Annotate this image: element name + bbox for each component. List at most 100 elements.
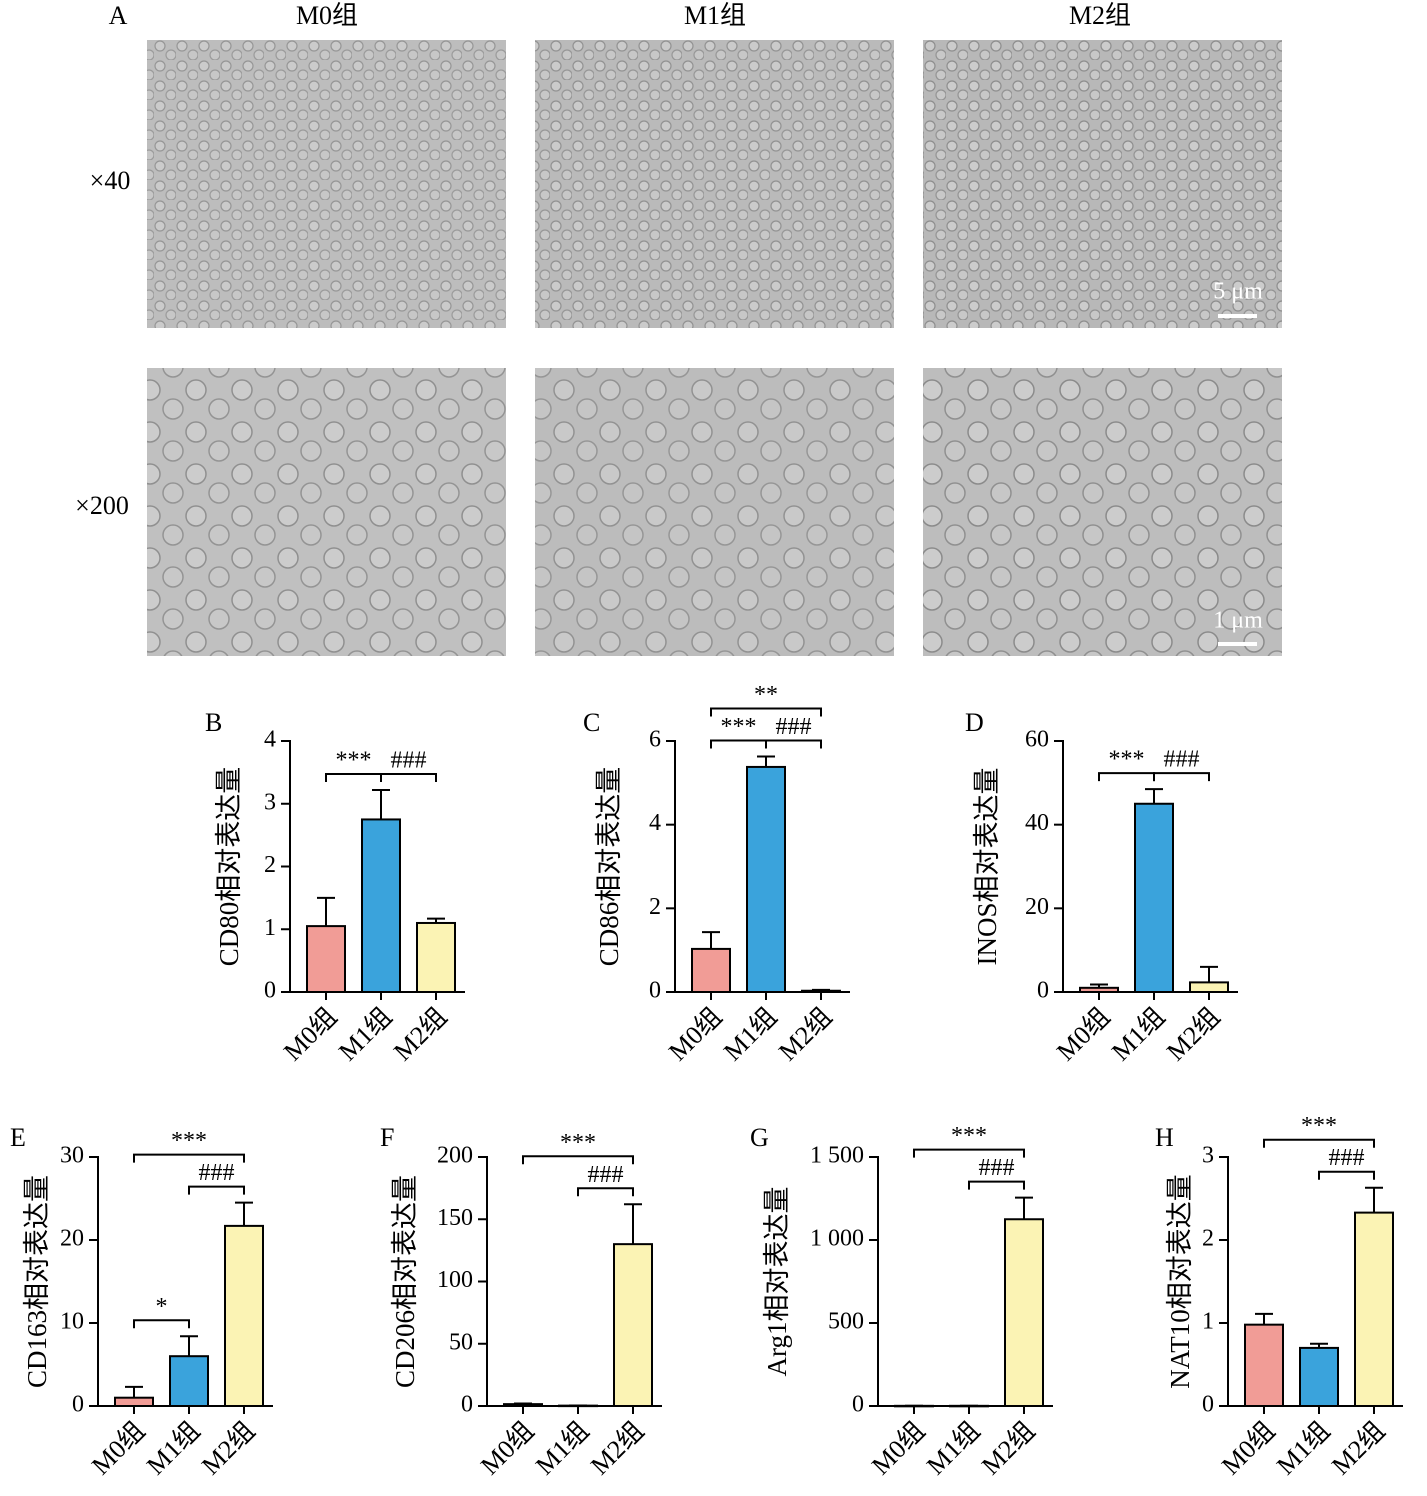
error-bar (514, 1402, 532, 1405)
y-tick-label: 3 (264, 789, 276, 815)
x-tick-label: M0组 (1216, 1416, 1280, 1480)
significance-bracket (133, 1153, 245, 1163)
y-axis-label: CD206相对表达量 (390, 1175, 420, 1388)
y-tick-label: 4 (264, 727, 276, 753)
x-tick-label: M1组 (141, 1416, 205, 1480)
significance-bracket (325, 772, 382, 782)
y-tick-label: 4 (649, 810, 661, 836)
y-tick-label: 100 (437, 1267, 473, 1293)
panel-label: C (583, 708, 600, 737)
significance-label: ### (588, 1162, 624, 1188)
x-tick-label: M0组 (1051, 1002, 1115, 1066)
significance-bracket (133, 1319, 190, 1329)
y-tick-label: 0 (1037, 978, 1049, 1004)
error-bar (372, 788, 390, 820)
significance-bracket (710, 739, 767, 749)
error-bar (317, 896, 335, 927)
panel-label: A (109, 1, 128, 30)
significance-label: *** (336, 747, 372, 773)
error-bar (1090, 983, 1108, 988)
y-tick-label: 20 (60, 1226, 84, 1252)
bar (1244, 1323, 1284, 1408)
y-tick-label: 10 (60, 1309, 84, 1335)
panel-label: F (380, 1123, 394, 1152)
bar (691, 947, 731, 994)
x-tick-label: M1组 (333, 1002, 397, 1066)
y-tick-label: 0 (649, 978, 661, 1004)
significance-bracket (188, 1185, 245, 1195)
error-bar (1200, 965, 1218, 983)
y-tick-label: 0 (72, 1392, 84, 1418)
error-bar (1015, 1196, 1033, 1220)
significance-label: ### (1329, 1145, 1365, 1171)
bar (746, 765, 786, 993)
significance-bracket (913, 1148, 1025, 1158)
significance-label: *** (171, 1128, 207, 1154)
significance-label: * (156, 1294, 168, 1320)
micrograph-texture (923, 368, 1282, 656)
micrograph-texture (923, 40, 1282, 328)
x-tick-label: M1组 (718, 1002, 782, 1066)
error-bar (702, 931, 720, 949)
significance-label: ### (776, 714, 812, 740)
significance-bracket (522, 1155, 634, 1165)
row-header: ×200 (75, 491, 129, 520)
y-tick-label: 30 (60, 1143, 84, 1169)
significance-label: ** (754, 682, 778, 708)
error-bar (427, 917, 445, 923)
y-tick-label: 0 (852, 1392, 864, 1418)
x-tick-label: M1组 (530, 1416, 594, 1480)
y-tick-label: 0 (264, 978, 276, 1004)
significance-bracket (380, 772, 437, 782)
x-tick-label: M0组 (866, 1416, 930, 1480)
y-axis-label: Arg1相对表达量 (762, 1186, 792, 1376)
bar (416, 921, 456, 993)
bar (306, 925, 346, 993)
bar (169, 1355, 209, 1407)
y-tick-label: 1 500 (810, 1143, 864, 1169)
row-header: ×40 (90, 166, 131, 195)
panel-label: E (10, 1123, 26, 1152)
x-tick-label: M0组 (475, 1416, 539, 1480)
x-tick-label: M2组 (1326, 1416, 1390, 1480)
bar (1354, 1211, 1394, 1407)
significance-bracket (1263, 1138, 1375, 1148)
significance-label: ### (391, 747, 427, 773)
error-bar (1365, 1186, 1383, 1213)
scale-bar-label: 5 μm (1213, 279, 1263, 305)
column-header: M0组 (296, 1, 358, 30)
y-tick-label: 20 (1025, 894, 1049, 920)
x-tick-label: M2组 (388, 1002, 452, 1066)
y-tick-label: 0 (1202, 1392, 1214, 1418)
error-bar (812, 988, 830, 991)
error-bar (1310, 1342, 1328, 1348)
scale-bar-label: 1 μm (1213, 608, 1263, 634)
y-axis-label: INOS相对表达量 (972, 767, 1002, 965)
bar (1299, 1346, 1339, 1408)
x-tick-label: M0组 (278, 1002, 342, 1066)
significance-label: *** (721, 714, 757, 740)
bar (1189, 981, 1229, 994)
bar (114, 1396, 154, 1407)
x-tick-label: M1组 (1271, 1416, 1335, 1480)
significance-label: *** (1301, 1113, 1337, 1139)
significance-bracket (1098, 772, 1155, 782)
y-tick-label: 60 (1025, 727, 1049, 753)
y-tick-label: 6 (649, 727, 661, 753)
y-axis-label: CD80相对表达量 (214, 767, 244, 967)
column-header: M1组 (684, 1, 746, 30)
bar (1134, 802, 1174, 993)
x-tick-label: M0组 (663, 1002, 727, 1066)
y-tick-label: 0 (461, 1392, 473, 1418)
error-bar (1145, 788, 1163, 804)
x-tick-label: M1组 (921, 1416, 985, 1480)
y-tick-label: 150 (437, 1205, 473, 1231)
significance-bracket (1318, 1170, 1375, 1180)
significance-label: *** (1109, 747, 1145, 773)
significance-bracket (577, 1187, 634, 1197)
significance-bracket (765, 739, 822, 749)
y-tick-label: 40 (1025, 810, 1049, 836)
error-bar (125, 1385, 143, 1398)
error-bar (235, 1201, 253, 1226)
bar (361, 818, 401, 993)
